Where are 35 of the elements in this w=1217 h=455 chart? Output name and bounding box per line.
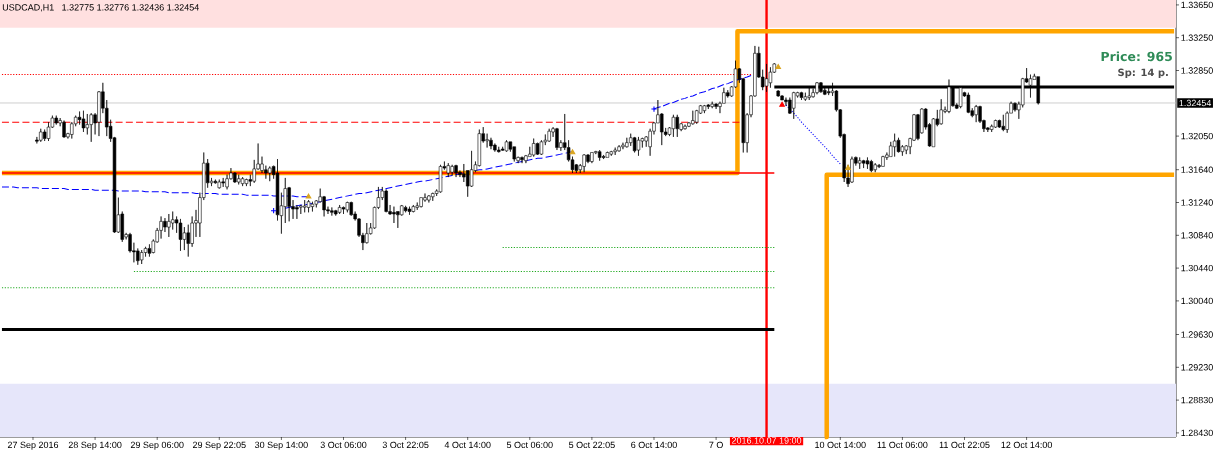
x-tick-label: 28 Sep 14:00 xyxy=(68,441,122,450)
y-tick-label: 1.31240 xyxy=(1181,199,1213,206)
x-tick-label: 7 O xyxy=(709,441,723,449)
chart-title: USDCAD,H1 xyxy=(2,4,54,12)
y-tick-label: 1.32850 xyxy=(1181,67,1213,74)
annotation: Price: 965 xyxy=(1101,51,1172,62)
x-tick-label: 29 Sep 22:05 xyxy=(192,441,246,450)
x-tick-label: 27 Sep 2016 xyxy=(7,441,59,450)
y-tick-label: 1.30440 xyxy=(1181,264,1213,272)
x-tick-label: 6 Oct 14:00 xyxy=(631,441,677,449)
x-tick-label: 5 Oct 06:00 xyxy=(506,441,553,449)
y-tick-label: 1.31640 xyxy=(1181,166,1213,173)
y-tick-label: 1.28830 xyxy=(1181,396,1213,404)
y-tick-label: 1.33650 xyxy=(1181,1,1213,9)
ref-line-label: 1.32454 xyxy=(1179,99,1212,107)
x-tick-label: 3 Oct 22:05 xyxy=(382,441,429,449)
x-tick-label: 29 Sep 06:00 xyxy=(130,441,184,450)
x-tick-label: 11 Oct 06:00 xyxy=(877,441,928,449)
y-tick-label: 1.29230 xyxy=(1181,364,1213,371)
x-tick-label: 5 Oct 22:05 xyxy=(568,441,615,449)
x-tick-label: 4 Oct 14:00 xyxy=(444,441,491,449)
y-tick-label: 1.32050 xyxy=(1181,132,1213,140)
chart-subtitle: 1.32775 1.32776 1.32436 1.32454 xyxy=(62,4,199,11)
x-tick-label: 12 Oct 14:00 xyxy=(1001,441,1053,449)
x-tick-label: 3 Oct 06:00 xyxy=(320,441,367,449)
y-tick-label: 1.30040 xyxy=(1181,297,1213,305)
x-tick-label: 10 Oct 14:00 xyxy=(815,441,866,449)
y-tick-label: 1.29630 xyxy=(1181,331,1213,338)
x-tick-label: 2016.10.07 19:00 xyxy=(731,437,802,444)
y-tick-label: 1.28430 xyxy=(1181,429,1213,437)
y-tick-label: 1.33250 xyxy=(1181,34,1213,41)
x-tick-label: 30 Sep 14:00 xyxy=(254,441,308,450)
y-tick-label: 1.30840 xyxy=(1181,232,1213,239)
x-tick-label: 11 Oct 22:05 xyxy=(939,441,990,449)
annotation: Sp: 14 p. xyxy=(1118,68,1168,79)
